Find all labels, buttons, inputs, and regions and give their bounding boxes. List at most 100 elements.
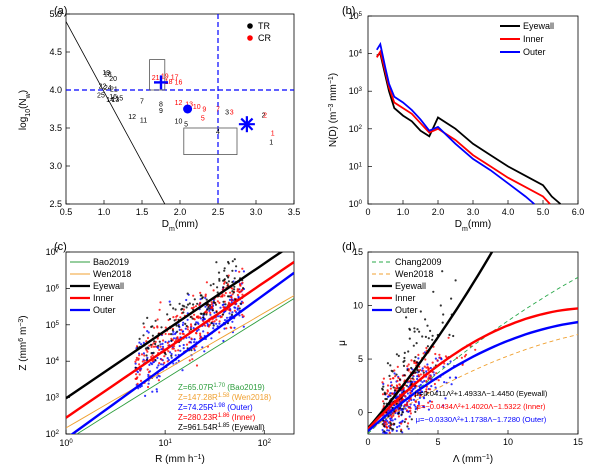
scatter-point	[210, 301, 213, 304]
legend-label: Eyewall	[395, 281, 426, 291]
scatter-point	[218, 320, 221, 323]
scatter-point	[178, 344, 181, 348]
scatter-point	[231, 320, 234, 323]
scatter-point	[182, 311, 185, 314]
scatter-point	[412, 387, 415, 390]
scatter-point	[387, 434, 389, 436]
x-tick-label: 0.5	[60, 207, 73, 217]
scatter-point	[396, 379, 399, 382]
fit-line-eyewall	[66, 252, 284, 400]
scatter-point	[204, 324, 207, 327]
scatter-point	[176, 336, 179, 339]
scatter-point	[163, 355, 166, 358]
scatter-point	[397, 376, 400, 380]
scatter-point	[411, 390, 414, 393]
scatter-point	[188, 336, 191, 339]
scatter-point	[385, 438, 387, 440]
scatter-point	[381, 387, 384, 390]
scatter-point	[424, 358, 427, 361]
scatter-point	[430, 385, 433, 388]
scatter-point	[427, 337, 430, 340]
scatter-point	[423, 365, 426, 368]
legend-label: Wen2018	[93, 269, 131, 279]
scatter-point	[172, 362, 175, 365]
scatter-point	[238, 270, 241, 273]
scatter-point	[400, 413, 403, 416]
scatter-point	[421, 381, 424, 384]
scatter-point	[438, 356, 442, 359]
series-line-eyewall	[376, 52, 562, 205]
scatter-point	[142, 352, 145, 355]
scatter-point	[191, 358, 194, 361]
scatter-point	[222, 286, 225, 289]
scatter-point	[390, 381, 393, 384]
scatter-point	[228, 312, 231, 315]
scatter-point	[198, 303, 201, 307]
y-tick-label: 100	[349, 199, 363, 209]
scatter-point	[399, 407, 402, 410]
scatter-point	[144, 347, 147, 350]
scatter-point	[184, 322, 187, 325]
scatter-point	[192, 303, 195, 306]
tr-point-label: 3	[225, 109, 229, 116]
scatter-point	[155, 390, 159, 393]
legend-label: Eyewall	[93, 281, 124, 291]
scatter-point	[204, 293, 207, 296]
scatter-point	[409, 389, 412, 392]
scatter-point	[208, 309, 211, 312]
scatter-point	[182, 347, 185, 350]
scatter-point	[417, 401, 420, 404]
scatter-point	[216, 291, 219, 294]
scatter-point	[215, 322, 218, 325]
scatter-point	[176, 330, 179, 333]
scatter-point	[160, 363, 163, 366]
scatter-point	[392, 386, 395, 389]
scatter-point	[204, 296, 207, 299]
scatter-point	[383, 391, 386, 394]
scatter-point	[156, 325, 159, 328]
scatter-point	[393, 369, 396, 372]
scatter-point	[169, 303, 172, 306]
legend-label: Inner	[395, 293, 416, 303]
cr-point-label: 3	[230, 109, 234, 116]
scatter-point	[395, 434, 397, 436]
equation-label: μ=−0.0434Λ²+1.4020Λ−1.5322 (Inner)	[417, 402, 546, 411]
fit-line-eyewall	[368, 252, 494, 429]
scatter-point	[143, 326, 146, 329]
scatter-point	[386, 384, 390, 387]
scatter-point	[161, 342, 164, 345]
region-box	[183, 127, 238, 156]
scatter-point	[442, 365, 445, 368]
scatter-point	[416, 328, 419, 331]
scatter-point	[221, 313, 225, 316]
scatter-point	[231, 281, 234, 284]
cr-point-label: 2	[263, 112, 267, 119]
scatter-point	[154, 319, 157, 322]
tr-point-label: 15	[115, 96, 123, 103]
scatter-point	[142, 341, 145, 344]
scatter-point	[190, 337, 193, 340]
y-tick-label: 5	[358, 354, 363, 364]
scatter-point	[203, 313, 206, 316]
tr-point-label: 13	[112, 97, 120, 104]
scatter-point	[159, 301, 162, 304]
scatter-point	[145, 340, 148, 343]
panel-d-plot-area	[368, 252, 578, 440]
scatter-point	[157, 364, 160, 367]
y-tick-label: 105	[46, 320, 60, 330]
scatter-point	[231, 290, 234, 293]
x-tick-label: 5	[435, 437, 440, 447]
scatter-point	[135, 356, 138, 359]
scatter-point	[212, 327, 215, 330]
legend-label: Outer	[395, 305, 418, 315]
x-tick-label: 1.0	[397, 207, 410, 217]
equation-label: Z=961.54R1.85 (Eyewall)	[178, 423, 265, 432]
diagonal-reference-line	[65, 21, 166, 205]
scatter-point	[414, 410, 417, 413]
legend-marker	[247, 23, 253, 29]
scatter-point	[390, 416, 393, 419]
scatter-point	[431, 361, 434, 364]
fit-line-inner	[66, 261, 294, 419]
region-box	[149, 59, 166, 91]
scatter-point	[438, 353, 441, 356]
